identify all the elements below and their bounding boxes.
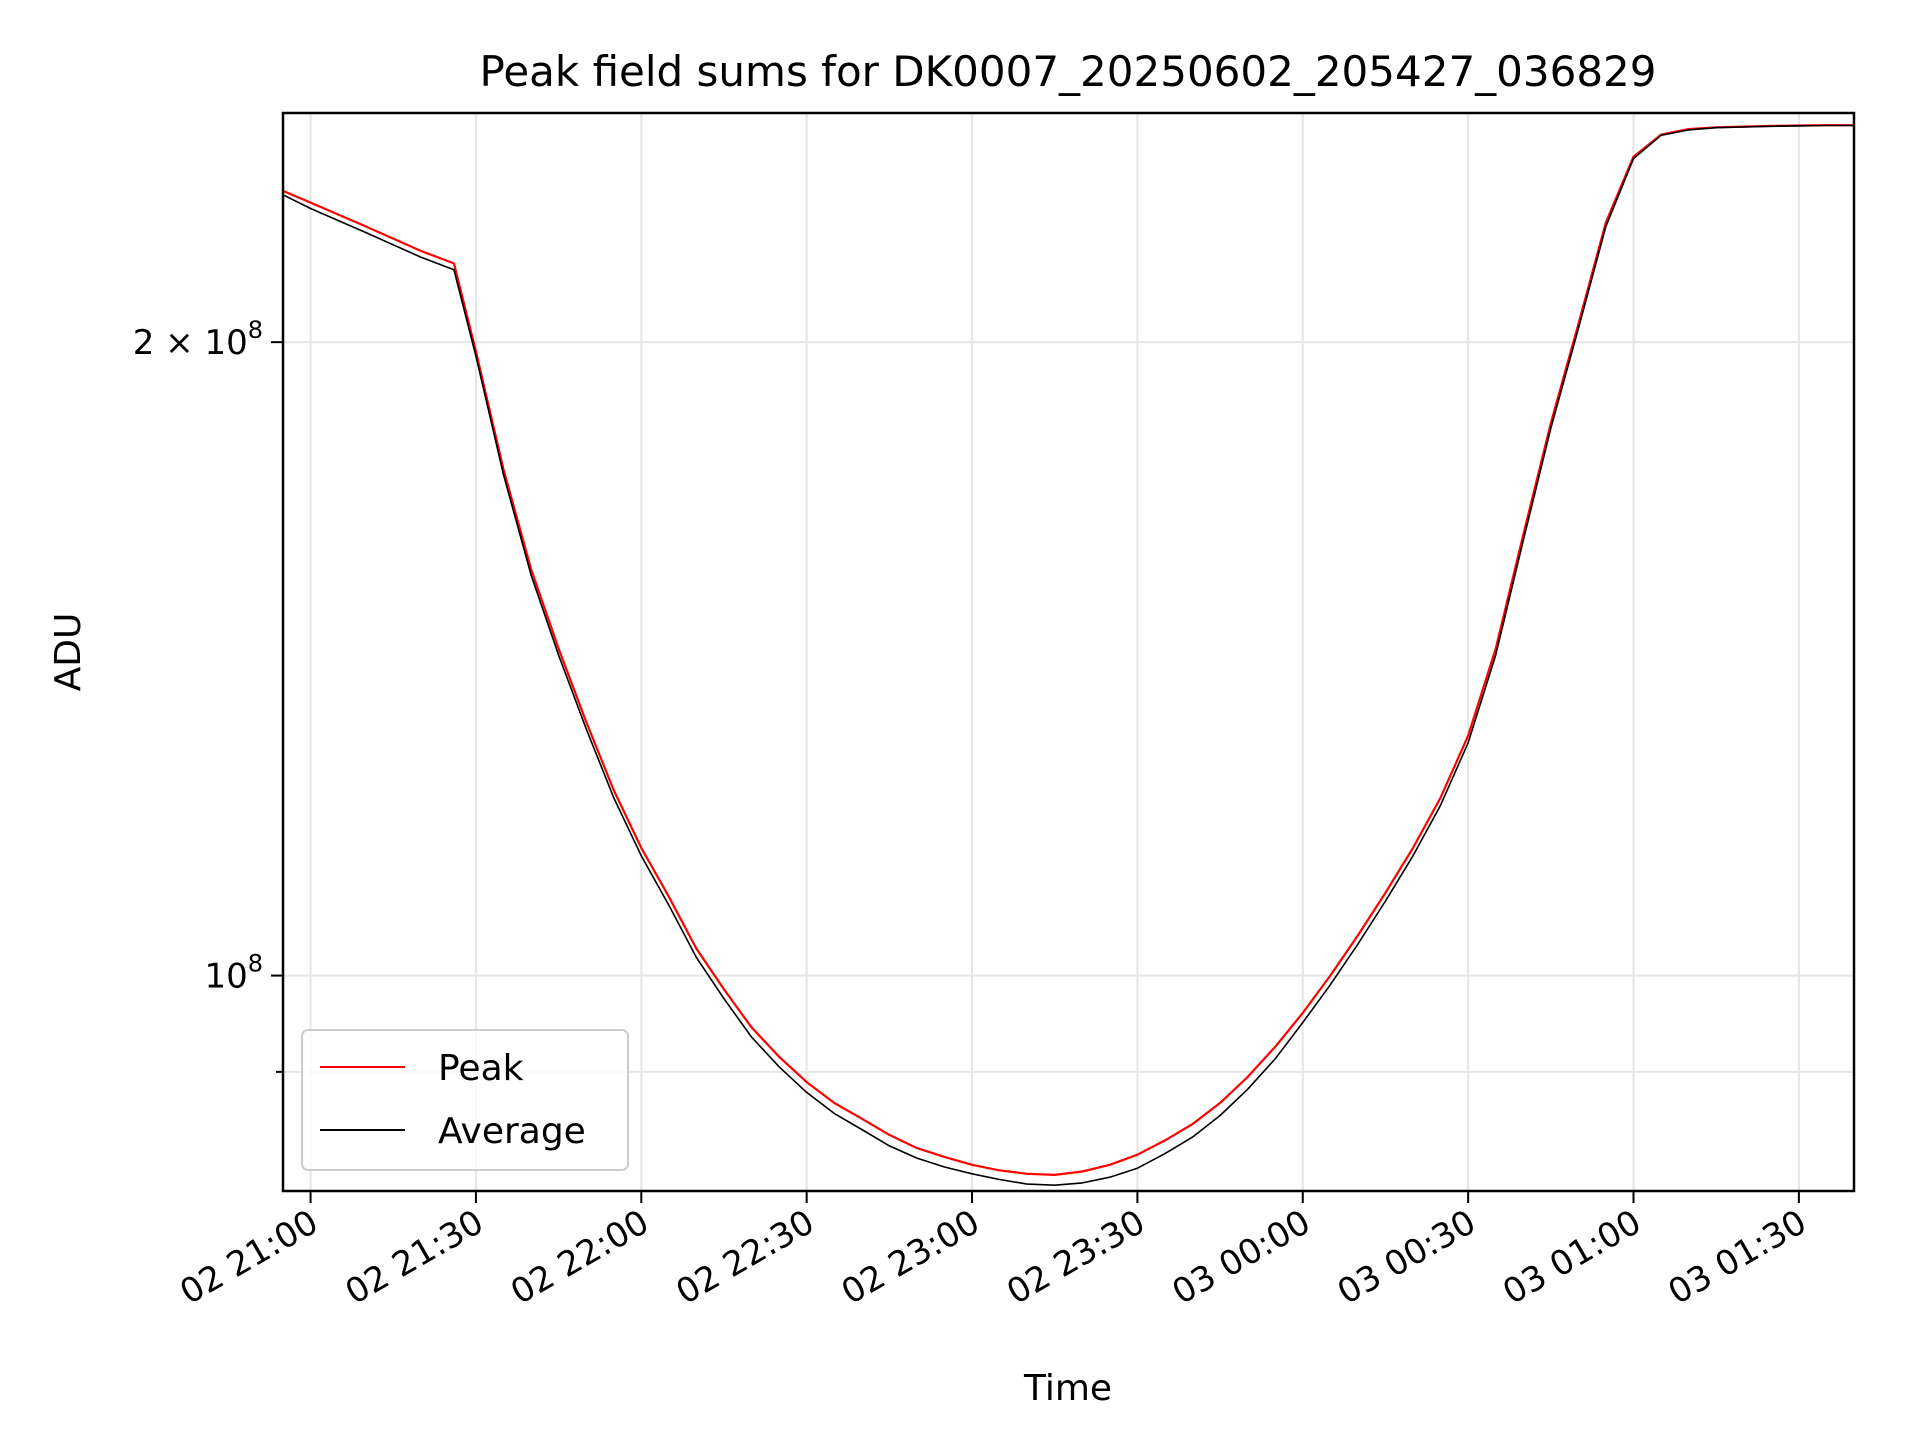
series-line-average: [282, 124, 1854, 1186]
series-line-peak: [282, 124, 1854, 1177]
legend: Peak Average: [301, 1029, 629, 1171]
y-tick-label: 108: [204, 950, 263, 997]
legend-label-average: Average: [438, 1111, 586, 1152]
y-axis: 108 2 × 108: [133, 316, 283, 1073]
legend-label-peak: Peak: [438, 1048, 524, 1089]
y-tick-label: 2 × 108: [133, 316, 263, 363]
plot-frame: [281, 111, 1856, 1193]
y-axis-label: ADU: [48, 613, 89, 692]
chart-title: Peak field sums for DK0007_20250602_2054…: [479, 47, 1656, 96]
grid: [283, 113, 1854, 1191]
plot-area: [282, 124, 1854, 1186]
legend-box: [301, 1029, 629, 1171]
x-axis-label: Time: [1023, 1368, 1112, 1409]
